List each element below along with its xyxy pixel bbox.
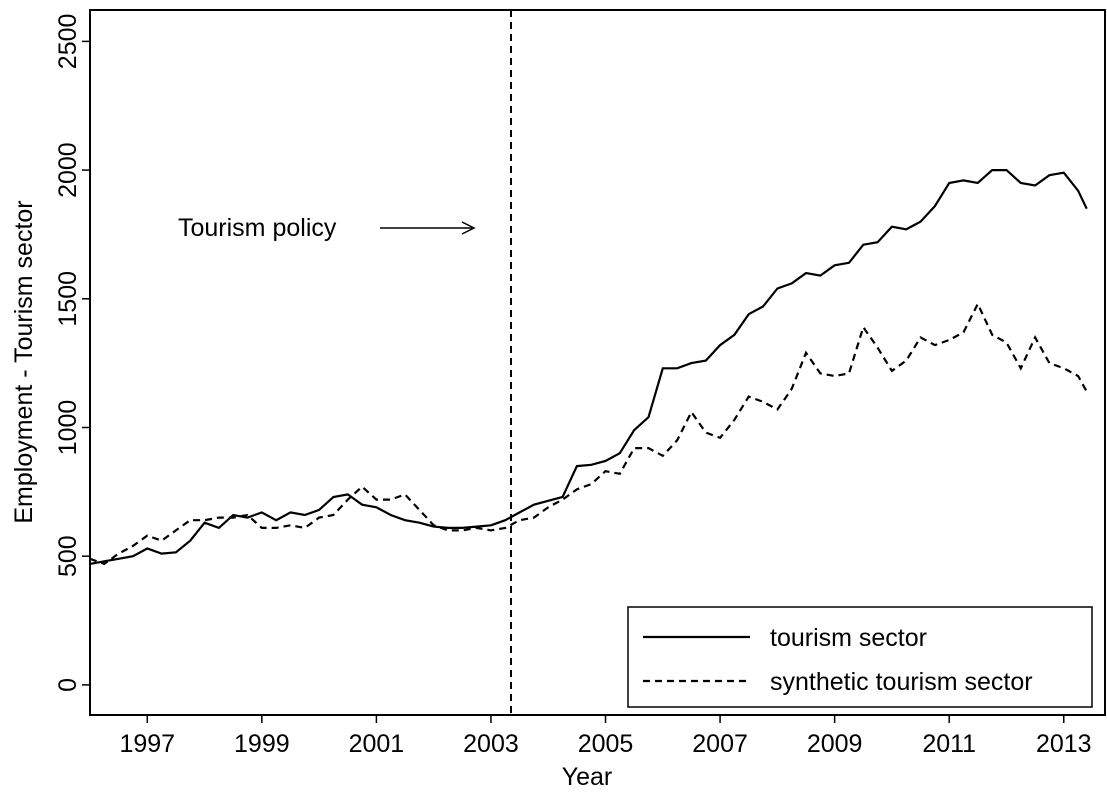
legend-label: tourism sector — [770, 624, 927, 652]
x-tick-label: 1999 — [234, 730, 290, 758]
y-tick-label: 1000 — [54, 400, 82, 456]
x-tick-label: 2003 — [463, 730, 519, 758]
y-tick-label: 0 — [54, 678, 82, 692]
x-tick-label: 2009 — [807, 730, 863, 758]
legend: tourism sector synthetic tourism sector — [627, 606, 1093, 708]
x-tick-label: 2005 — [578, 730, 634, 758]
x-tick-label: 2013 — [1036, 730, 1092, 758]
x-tick-label: 2007 — [692, 730, 748, 758]
y-tick-label: 2000 — [54, 142, 82, 198]
y-tick-label: 1500 — [54, 271, 82, 327]
x-axis-label: Year — [562, 763, 613, 791]
arrow-head — [461, 221, 476, 235]
legend-box — [627, 606, 1093, 708]
x-tick-label: 2011 — [922, 730, 976, 758]
y-tick-label: 500 — [54, 535, 82, 577]
x-tick-label: 1997 — [119, 730, 175, 758]
series-line — [89, 169, 1088, 565]
annotation: Tourism policy — [178, 214, 337, 242]
legend-label: synthetic tourism sector — [770, 668, 1033, 696]
series-line — [89, 301, 1088, 566]
y-tick-label: 2500 — [54, 14, 82, 70]
x-tick-label: 2001 — [349, 730, 405, 758]
y-axis-label: Employment - Tourism sector — [10, 200, 38, 523]
plot-frame — [89, 9, 1106, 716]
